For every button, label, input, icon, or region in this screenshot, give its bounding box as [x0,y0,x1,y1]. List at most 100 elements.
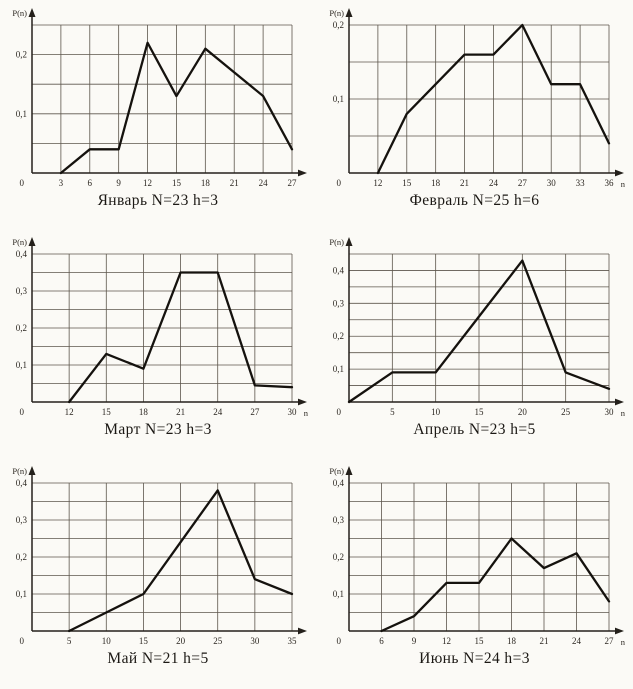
svg-text:21: 21 [176,407,185,417]
svg-text:n: n [304,408,309,418]
svg-text:36: 36 [604,178,614,188]
svg-text:P(n): P(n) [12,8,27,18]
chart-title: Март N=23 h=3 [104,421,212,438]
svg-text:0,1: 0,1 [16,360,27,370]
chart-title: Май N=21 h=5 [107,650,209,667]
svg-text:5: 5 [390,407,395,417]
svg-text:6: 6 [88,178,93,188]
svg-text:21: 21 [230,178,239,188]
svg-text:0,1: 0,1 [16,109,27,119]
svg-text:30: 30 [250,636,260,646]
svg-text:20: 20 [517,407,527,417]
svg-text:0,1: 0,1 [16,589,27,599]
svg-text:P(n): P(n) [329,8,344,18]
svg-text:0,3: 0,3 [332,515,344,525]
svg-text:33: 33 [575,178,585,188]
june-frequency-polygon: 0,1 0,2 0,3 0,4 0 6 9 12 15 18 21 24 27 P(n) n [329,466,625,647]
chart-february: 0,1 0,2 0 12 15 18 21 24 27 30 33 36 P(n) n Февраль N… [316,0,633,229]
svg-text:P(n): P(n) [12,466,27,476]
svg-text:24: 24 [572,636,582,646]
svg-text:27: 27 [604,636,614,646]
svg-text:24: 24 [213,407,223,417]
svg-text:18: 18 [201,178,211,188]
svg-text:20: 20 [176,636,186,646]
svg-text:3: 3 [59,178,64,188]
svg-text:15: 15 [474,636,484,646]
svg-text:0: 0 [20,636,25,646]
svg-text:27: 27 [250,407,260,417]
svg-text:18: 18 [431,178,441,188]
svg-text:18: 18 [507,636,517,646]
svg-text:0,2: 0,2 [332,331,343,341]
svg-text:15: 15 [402,178,412,188]
svg-text:n: n [620,637,625,647]
svg-text:0: 0 [336,407,341,417]
svg-text:n: n [620,179,625,189]
svg-text:0,2: 0,2 [16,323,27,333]
svg-text:10: 10 [102,636,112,646]
svg-text:35: 35 [288,636,298,646]
svg-text:0,3: 0,3 [16,515,28,525]
chart-june: 0,1 0,2 0,3 0,4 0 6 9 12 15 18 21 24 27 P(n) n Июнь N=… [316,458,633,687]
svg-text:15: 15 [102,407,112,417]
chart-title: Апрель N=23 h=5 [413,421,536,438]
svg-text:15: 15 [139,636,149,646]
svg-text:P(n): P(n) [329,466,344,476]
svg-text:27: 27 [517,178,527,188]
svg-text:18: 18 [139,407,149,417]
svg-text:27: 27 [288,178,298,188]
svg-text:0,1: 0,1 [332,589,343,599]
svg-text:25: 25 [561,407,571,417]
svg-text:6: 6 [379,636,384,646]
svg-text:12: 12 [442,636,451,646]
svg-text:0: 0 [336,636,341,646]
chart-march: 0,1 0,2 0,3 0,4 0 12 15 18 21 24 27 30 P(n) n Март N=… [0,229,316,458]
svg-text:0,2: 0,2 [16,50,27,60]
chart-april: 0,1 0,2 0,3 0,4 0 5 10 15 20 25 30 P(n) n Апрель N=2… [316,229,633,458]
svg-text:0: 0 [336,178,341,188]
march-frequency-polygon: 0,1 0,2 0,3 0,4 0 12 15 18 21 24 27 30 P(n) n [12,237,309,418]
svg-text:9: 9 [411,636,416,646]
chart-title: Январь N=23 h=3 [97,192,219,209]
svg-text:n: n [620,408,625,418]
svg-text:0,4: 0,4 [16,478,28,488]
svg-text:P(n): P(n) [12,237,27,247]
svg-text:12: 12 [65,407,74,417]
svg-text:15: 15 [474,407,484,417]
may-frequency-polygon: 0,1 0,2 0,3 0,4 0 5 10 15 20 25 30 35 P(n) [12,466,307,646]
svg-text:15: 15 [172,178,182,188]
january-frequency-polygon: 0,1 0,2 0 3 6 9 12 15 18 21 24 27 P(n) [12,8,307,188]
svg-text:12: 12 [373,178,382,188]
svg-text:0,4: 0,4 [332,265,344,275]
svg-text:0,2: 0,2 [332,20,343,30]
svg-text:24: 24 [488,178,498,188]
svg-text:0,4: 0,4 [332,478,344,488]
chart-title: Февраль N=25 h=6 [409,192,540,209]
svg-text:0,3: 0,3 [332,298,344,308]
svg-text:0,2: 0,2 [16,552,27,562]
svg-text:21: 21 [460,178,469,188]
february-frequency-polygon: 0,1 0,2 0 12 15 18 21 24 27 30 33 36 P(n) n [329,8,625,189]
svg-text:0,3: 0,3 [16,286,28,296]
svg-text:21: 21 [539,636,548,646]
chart-january: 0,1 0,2 0 3 6 9 12 15 18 21 24 27 P(n) Январь N=23 h… [0,0,316,229]
chart-title: Июнь N=24 h=3 [419,650,530,667]
svg-text:25: 25 [213,636,223,646]
svg-text:0,4: 0,4 [16,249,28,259]
svg-text:0: 0 [20,407,25,417]
svg-text:0,1: 0,1 [332,364,343,374]
svg-text:30: 30 [546,178,556,188]
svg-text:30: 30 [604,407,614,417]
svg-text:0: 0 [20,178,25,188]
svg-text:24: 24 [259,178,269,188]
april-frequency-polygon: 0,1 0,2 0,3 0,4 0 5 10 15 20 25 30 P(n) n [329,237,625,418]
svg-text:0,1: 0,1 [332,94,343,104]
svg-text:30: 30 [288,407,298,417]
svg-text:12: 12 [143,178,152,188]
chart-may: 0,1 0,2 0,3 0,4 0 5 10 15 20 25 30 35 P(n) Май N=21 … [0,458,316,687]
svg-text:0,2: 0,2 [332,552,343,562]
svg-text:P(n): P(n) [329,237,344,247]
svg-text:5: 5 [67,636,72,646]
svg-text:10: 10 [431,407,441,417]
